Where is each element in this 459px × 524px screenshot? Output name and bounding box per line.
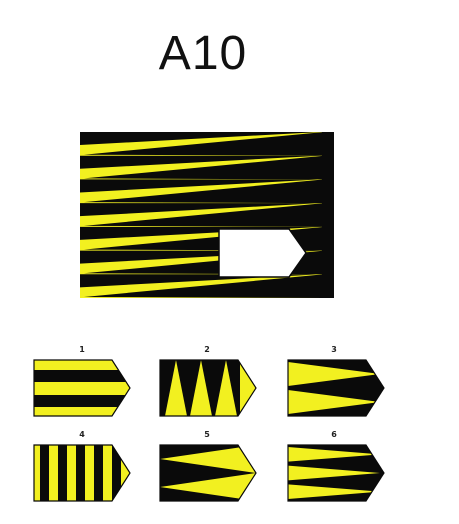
main-black-wedge (84, 203, 334, 227)
option-yellow-triangle (190, 360, 212, 416)
option-background (34, 360, 130, 416)
option-number-2: 2 (204, 345, 210, 354)
option-yellow-wedge (288, 447, 380, 462)
main-right-band (322, 132, 334, 298)
option-outline (287, 359, 385, 417)
main-black-wedge (84, 274, 334, 298)
option-yellow-wedge (288, 465, 380, 481)
option-stripe (34, 370, 130, 382)
option-stripe (34, 395, 130, 407)
main-black-wedge (84, 132, 334, 156)
main-black-wedge (84, 155, 334, 180)
option-stripe (94, 445, 103, 501)
option-yellow-triangle (165, 360, 187, 416)
answer-option-5[interactable] (159, 444, 257, 502)
option-yellow-tip (240, 360, 256, 416)
option-number-5: 5 (204, 430, 210, 439)
main-pattern (80, 132, 334, 298)
answer-option-2[interactable] (159, 359, 257, 417)
option-yellow-wedge (160, 445, 256, 473)
option-stripe (58, 445, 67, 501)
answer-option-4[interactable] (33, 444, 131, 502)
option-yellow-wedge (288, 484, 380, 499)
option-yellow-triangle (215, 360, 237, 416)
option-outline (33, 359, 131, 417)
answer-option-6[interactable] (287, 444, 385, 502)
option-yellow-wedge (160, 473, 256, 501)
answer-option-3[interactable] (287, 359, 385, 417)
answer-option-1[interactable] (33, 359, 131, 417)
option-number-4: 4 (79, 430, 85, 439)
option-number-6: 6 (331, 430, 337, 439)
option-stripe (40, 445, 49, 501)
option-stripe (112, 445, 121, 501)
option-yellow-wedge (288, 362, 380, 386)
option-yellow-wedge (288, 390, 380, 414)
option-number-3: 3 (331, 345, 337, 354)
option-outline (287, 444, 385, 502)
main-black-wedge (80, 155, 320, 169)
main-black-wedge (80, 203, 320, 217)
main-black-wedge (84, 179, 334, 204)
main-black-wedge (80, 179, 320, 193)
option-stripe (76, 445, 85, 501)
option-number-1: 1 (79, 345, 85, 354)
option-outline (159, 444, 257, 502)
main-black-wedge (80, 132, 320, 146)
option-outline (159, 359, 257, 417)
page-title: A10 (158, 27, 248, 80)
missing-piece-slot (218, 228, 307, 278)
option-outline (33, 444, 131, 502)
